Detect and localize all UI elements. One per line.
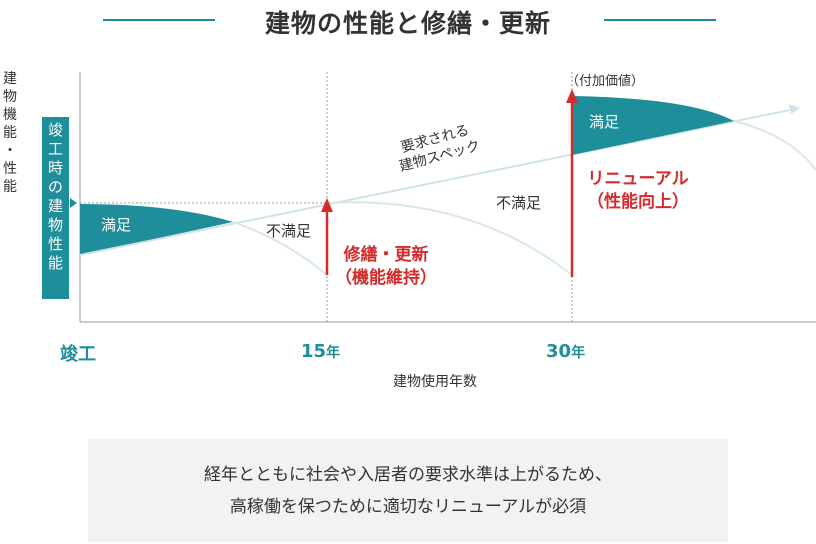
completion-performance-badge: 竣工時の建物性能	[42, 117, 69, 299]
repair-label: 修繕・更新 （機能維持）	[335, 245, 437, 288]
x-tick-15-years: 15年	[301, 341, 341, 362]
unsatisfied-label-1: 不満足	[266, 222, 312, 240]
title-rule-left	[103, 19, 215, 21]
x-axis-title: 建物使用年数	[393, 374, 477, 390]
degradation-curve-3	[733, 120, 816, 171]
unsatisfied-label-2: 不満足	[496, 194, 542, 212]
required-spec-arrowhead	[789, 104, 800, 114]
note-line-1: 経年とともに社会や入居者の要求水準は上がるため、	[204, 465, 612, 485]
repair-arrow-head	[321, 198, 333, 212]
satisfied-label-2: 満足	[589, 113, 620, 131]
x-tick-30-years: 30年	[546, 341, 586, 362]
note-text: 経年とともに社会や入居者の要求水準は上がるため、 高稼働を保つために適切なリニュ…	[88, 459, 728, 523]
title-area: 建物の性能と修繕・更新	[0, 0, 816, 44]
satisfied-label-1: 満足	[101, 216, 132, 234]
note-line-2: 高稼働を保つために適切なリニューアルが必須	[229, 497, 587, 517]
title-rule-right	[604, 19, 716, 21]
added-value-label: （付加価値）	[566, 74, 645, 89]
x-tick-completion: 竣工	[60, 344, 96, 365]
y-axis-label: 建物機能・性能	[3, 71, 17, 195]
degradation-curve-1	[232, 221, 328, 276]
note-box: 経年とともに社会や入居者の要求水準は上がるため、 高稼働を保つために適切なリニュ…	[88, 439, 728, 542]
page-title: 建物の性能と修繕・更新	[264, 9, 551, 38]
satisfied-area-2	[572, 96, 734, 155]
renewal-label: リニューアル （性能向上）	[587, 169, 689, 212]
satisfied-area-1	[80, 204, 233, 255]
badge-pointer	[70, 198, 77, 208]
degradation-curve-2	[326, 201, 573, 276]
performance-diagram	[70, 72, 816, 323]
renewal-arrow-head	[566, 89, 578, 103]
required-spec-line	[79, 109, 791, 256]
